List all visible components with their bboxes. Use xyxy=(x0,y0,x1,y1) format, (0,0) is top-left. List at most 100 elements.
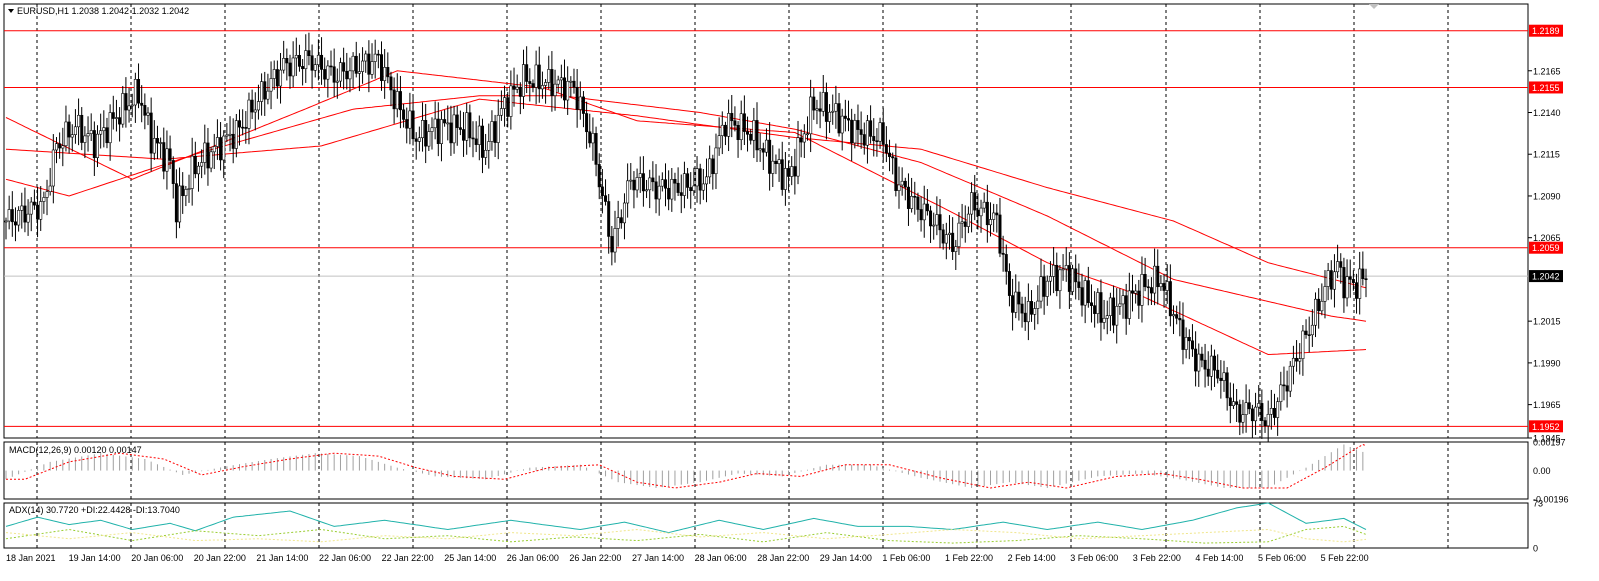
main-chart-panel[interactable] xyxy=(3,3,1529,439)
candle-body xyxy=(490,121,494,142)
candle-body xyxy=(1030,301,1034,315)
candle-body xyxy=(32,201,36,206)
candle-body xyxy=(449,122,453,144)
candle-body xyxy=(566,80,570,101)
macd-panel[interactable] xyxy=(3,441,1529,500)
candle-body xyxy=(1332,271,1336,290)
candle-body xyxy=(749,134,753,141)
candle-body xyxy=(1200,353,1204,361)
candle-body xyxy=(1181,319,1185,350)
candle-body xyxy=(777,159,781,165)
candle-body xyxy=(597,164,601,188)
candle-body xyxy=(1023,312,1027,323)
candle-body xyxy=(828,111,832,122)
candle-body xyxy=(894,157,898,191)
candle-body xyxy=(54,143,58,151)
candle-body xyxy=(1358,268,1362,299)
time-tick-label: 18 Jan 2021 xyxy=(6,553,56,563)
candle-body xyxy=(1228,397,1232,406)
shift-marker-icon[interactable] xyxy=(1369,4,1379,9)
candle-body xyxy=(10,209,14,223)
candle-body xyxy=(963,221,967,227)
candle-body xyxy=(616,217,620,229)
candle-body xyxy=(1197,353,1201,372)
time-tick-label: 28 Jan 06:00 xyxy=(695,553,747,563)
candle-body xyxy=(947,232,951,235)
candle-body xyxy=(919,209,923,221)
candle-body xyxy=(86,133,90,137)
candle-body xyxy=(572,80,576,88)
candle-body xyxy=(619,217,623,224)
candle-body xyxy=(739,113,743,140)
candle-body xyxy=(1039,276,1043,302)
candle-body xyxy=(58,143,62,149)
candle-body xyxy=(484,149,488,158)
candle-body xyxy=(1272,407,1276,418)
candle-body xyxy=(439,119,443,144)
candle-body xyxy=(462,129,466,141)
candle-body xyxy=(357,71,361,74)
candle-body xyxy=(26,213,30,223)
candle-body xyxy=(1159,283,1163,288)
time-tick-label: 2 Feb 14:00 xyxy=(1008,553,1056,563)
candle-body xyxy=(499,108,503,116)
candle-body xyxy=(1304,330,1308,335)
candle-body xyxy=(916,196,920,210)
candle-body xyxy=(23,205,27,223)
candle-body xyxy=(411,110,415,140)
candle-body xyxy=(1194,348,1198,372)
candle-body xyxy=(395,91,399,110)
candle-body xyxy=(61,145,65,149)
candle-body xyxy=(692,185,696,192)
candle-body xyxy=(291,57,295,77)
candle-body xyxy=(121,93,125,125)
time-tick-label: 3 Feb 06:00 xyxy=(1070,553,1118,563)
candle-body xyxy=(648,177,652,191)
candle-body xyxy=(847,118,851,121)
candle-body xyxy=(929,210,933,227)
candle-body xyxy=(171,160,175,184)
price-tick-label: 1.2140 xyxy=(1533,108,1561,118)
candle-body xyxy=(1105,315,1109,319)
candle-body xyxy=(130,104,134,107)
candle-body xyxy=(891,156,895,159)
candle-body xyxy=(881,122,885,145)
candle-body xyxy=(253,109,257,113)
candle-body xyxy=(512,85,516,90)
candle-body xyxy=(1336,261,1340,273)
candle-body xyxy=(1153,265,1157,294)
candle-body xyxy=(673,178,677,184)
candle-body xyxy=(875,140,879,143)
candle-body xyxy=(443,119,447,124)
candle-body xyxy=(1206,368,1210,377)
candle-body xyxy=(1282,384,1286,387)
adx-panel[interactable] xyxy=(3,502,1529,549)
candle-body xyxy=(1266,413,1270,427)
candle-body xyxy=(1184,337,1188,350)
candle-body xyxy=(998,214,1002,254)
candle-body xyxy=(1250,408,1254,422)
candle-body xyxy=(1355,282,1359,299)
candle-body xyxy=(954,246,958,252)
candle-body xyxy=(727,113,731,137)
candle-body xyxy=(872,136,876,142)
candle-body xyxy=(563,77,567,101)
candle-body xyxy=(506,97,510,117)
candle-body xyxy=(1127,290,1131,319)
candle-body xyxy=(970,192,974,215)
candle-body xyxy=(594,133,598,165)
triangle-down-icon[interactable] xyxy=(8,9,14,13)
candle-body xyxy=(1061,268,1065,271)
candle-body xyxy=(361,60,365,72)
candle-body xyxy=(45,191,49,198)
candle-body xyxy=(370,61,374,75)
ma-line xyxy=(5,98,1367,289)
candle-body xyxy=(723,124,727,137)
candle-body xyxy=(951,232,955,252)
candle-body xyxy=(332,66,336,83)
candle-body xyxy=(203,142,207,163)
candle-body xyxy=(465,112,469,141)
candle-body xyxy=(714,147,718,175)
symbol-header: EURUSD,H1 1.2038 1.2042 1.2032 1.2042 xyxy=(8,6,189,16)
